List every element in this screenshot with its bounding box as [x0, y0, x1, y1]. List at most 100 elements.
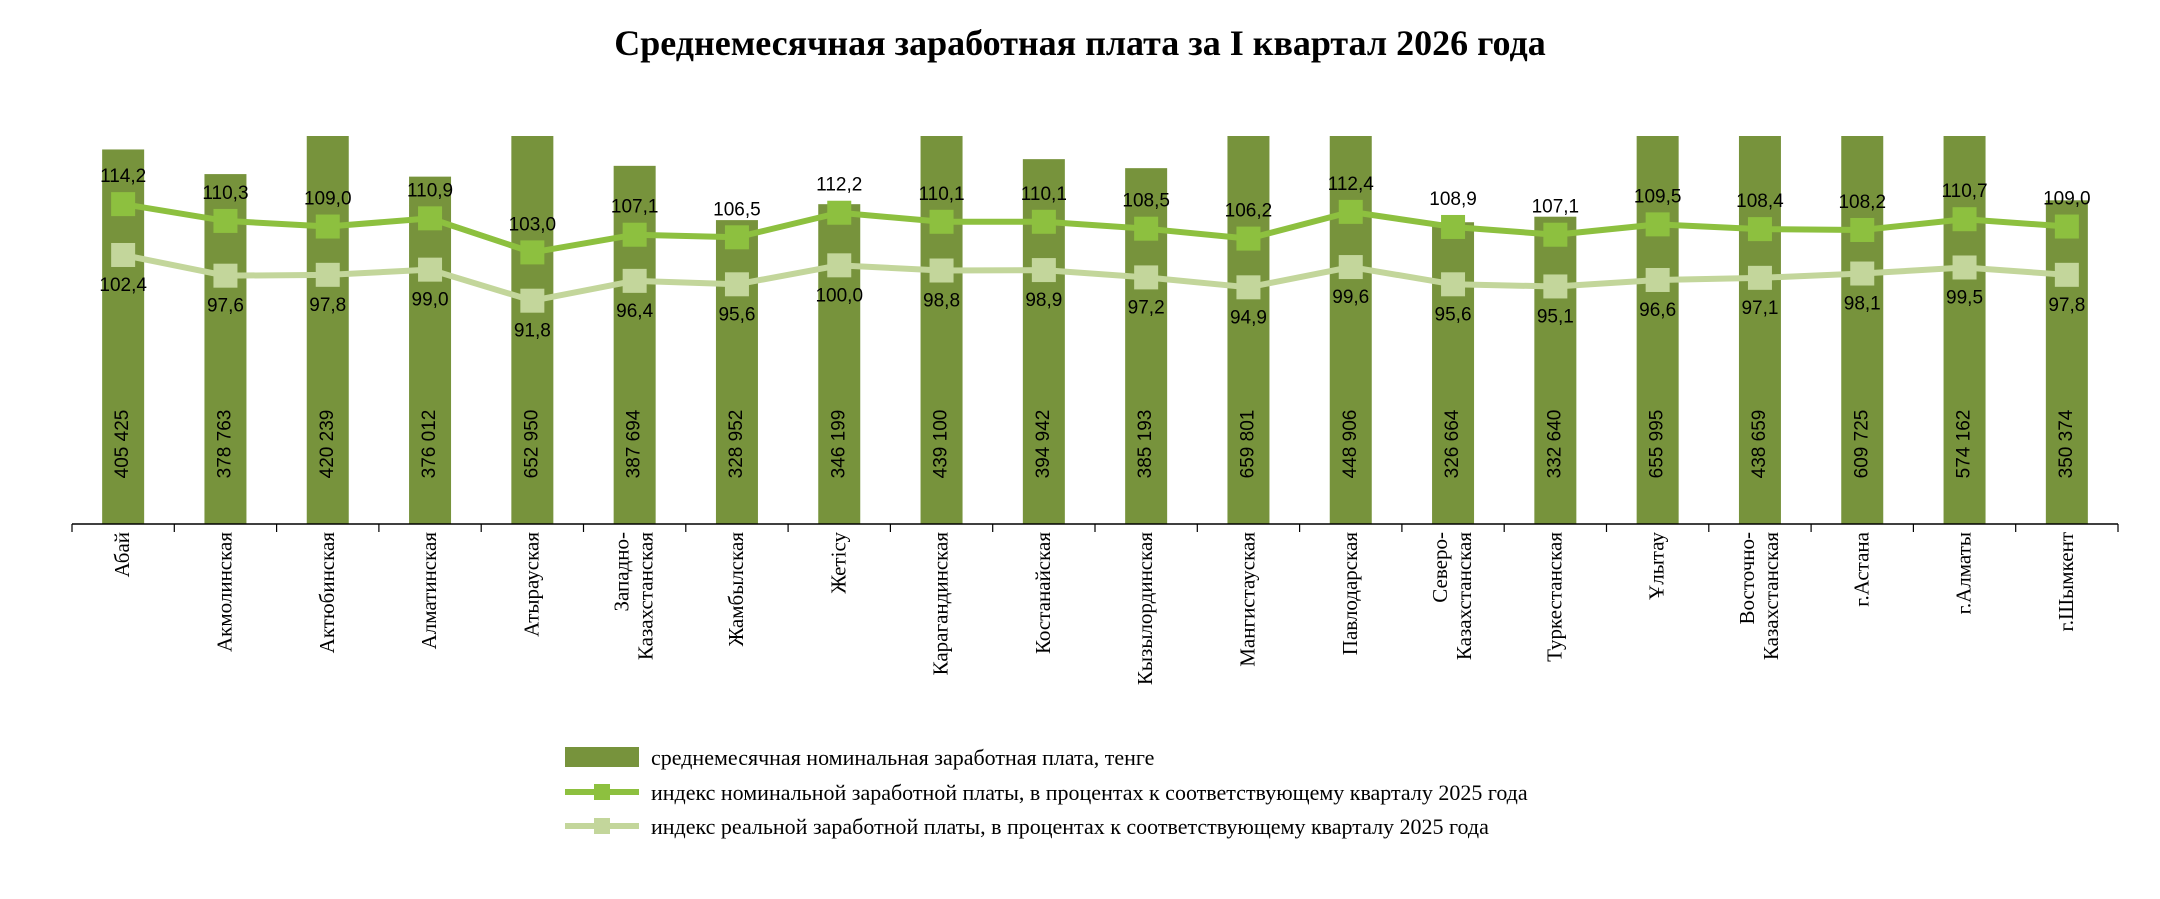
bar-value-label-16: 438 659 — [1749, 410, 1770, 479]
nominal-index-label-0: 114,2 — [100, 166, 146, 187]
real-index-label-14: 95,1 — [1537, 306, 1574, 327]
category-label-10: Кызылординская — [1133, 532, 1157, 685]
bar-value-label-10: 385 193 — [1135, 410, 1156, 479]
nominal-index-point-5 — [622, 222, 647, 247]
real-index-label-17: 98,1 — [1844, 294, 1881, 315]
category-label-2: Актюбинская — [315, 532, 339, 654]
real-index-point-17 — [1850, 261, 1875, 286]
real-index-point-7 — [827, 253, 852, 278]
nominal-index-label-16: 108,4 — [1736, 191, 1784, 212]
nominal-index-point-1 — [213, 208, 238, 233]
real-index-point-19 — [2054, 262, 2079, 287]
category-label-7: Жетісу — [826, 532, 850, 594]
legend: среднемесячная номинальная заработная пл… — [565, 745, 1528, 839]
nominal-index-label-4: 103,0 — [509, 214, 557, 235]
bar-value-label-2: 420 239 — [317, 410, 338, 479]
category-label-5: Западно-Казахстанская — [610, 532, 658, 660]
category-label-11: Мангистауская — [1235, 532, 1259, 667]
category-label-16: Восточно-Казахстанская — [1735, 532, 1783, 660]
real-index-label-6: 95,6 — [718, 304, 755, 325]
real-index-point-12 — [1338, 255, 1363, 280]
nominal-index-point-16 — [1747, 217, 1772, 242]
category-label-0: Абай — [110, 532, 134, 577]
bar-6 — [715, 220, 758, 524]
real-index-point-15 — [1645, 267, 1670, 292]
bar-18 — [1943, 136, 1986, 524]
bar-value-label-18: 574 162 — [1954, 410, 1975, 479]
nominal-index-point-7 — [827, 200, 852, 225]
legend-marker-real — [594, 818, 610, 834]
nominal-index-label-17: 108,2 — [1838, 192, 1886, 213]
nominal-index-point-13 — [1441, 214, 1466, 239]
nominal-index-label-13: 108,9 — [1429, 189, 1477, 210]
real-index-label-16: 97,1 — [1741, 298, 1778, 319]
real-index-point-1 — [213, 263, 238, 288]
nominal-index-point-3 — [418, 206, 443, 231]
category-label-4: Атырауская — [519, 532, 543, 637]
bar-value-label-3: 376 012 — [419, 410, 440, 479]
real-index-point-18 — [1952, 255, 1977, 280]
legend-label-real: индекс реальной заработной платы, в проц… — [651, 814, 1489, 839]
category-label-6: Жамбылская — [724, 532, 748, 647]
category-label-19: г.Шымкент — [2054, 532, 2078, 632]
real-index-label-5: 96,4 — [616, 301, 653, 322]
bar-11 — [1227, 136, 1270, 524]
lines-group: 102,4 97,6 97,8 99,0 91,8 96,4 95,6 100,0 98,8 98… — [99, 166, 2090, 342]
nominal-index-label-11: 106,2 — [1225, 201, 1273, 222]
nominal-index-point-8 — [929, 209, 954, 234]
nominal-index-label-12: 112,4 — [1328, 174, 1375, 195]
real-index-label-12: 99,6 — [1332, 287, 1369, 308]
real-index-label-13: 95,6 — [1435, 304, 1472, 325]
legend-label-nominal: индекс номинальной заработной платы, в п… — [651, 780, 1528, 805]
nominal-index-point-10 — [1134, 216, 1159, 241]
bar-16 — [1738, 136, 1781, 524]
real-index-point-14 — [1543, 274, 1568, 299]
category-label-15: Ұлытау — [1645, 532, 1669, 600]
x-axis: Абай Акмолинская Актюбинская Алматинская Аты… — [71, 523, 2119, 685]
category-label-18: г.Алматы — [1952, 532, 1976, 614]
real-index-label-18: 99,5 — [1946, 287, 1983, 308]
real-index-point-8 — [929, 258, 954, 283]
nominal-index-label-19: 109,0 — [2043, 189, 2091, 210]
nominal-index-label-8: 110,1 — [918, 184, 964, 205]
bar-value-label-4: 652 950 — [521, 410, 542, 479]
real-index-point-13 — [1441, 272, 1466, 297]
nominal-index-label-10: 108,5 — [1122, 191, 1170, 212]
real-index-label-11: 94,9 — [1230, 307, 1267, 328]
bar-value-label-0: 405 425 — [112, 410, 133, 479]
nominal-index-point-14 — [1543, 222, 1568, 247]
bar-value-label-13: 326 664 — [1442, 409, 1463, 478]
legend-marker-nominal — [594, 784, 610, 800]
bar-19 — [2045, 200, 2088, 524]
real-index-label-4: 91,8 — [514, 321, 551, 342]
real-index-point-11 — [1236, 275, 1261, 300]
nominal-index-label-1: 110,3 — [202, 183, 248, 204]
real-index-point-0 — [111, 242, 136, 267]
bar-value-label-8: 439 100 — [931, 410, 952, 479]
category-label-1: Акмолинская — [212, 532, 236, 652]
nominal-index-point-2 — [315, 214, 340, 239]
nominal-index-point-11 — [1236, 226, 1261, 251]
bar-value-label-19: 350 374 — [2056, 409, 2077, 478]
legend-swatch-bar — [565, 747, 639, 767]
nominal-index-label-18: 110,7 — [1941, 181, 1987, 202]
category-label-3: Алматинская — [417, 532, 441, 650]
bar-value-label-15: 655 995 — [1647, 410, 1668, 479]
real-index-point-16 — [1747, 265, 1772, 290]
nominal-index-line — [122, 201, 2068, 256]
nominal-index-point-15 — [1645, 212, 1670, 237]
bar-8 — [920, 136, 963, 524]
real-index-point-4 — [520, 288, 545, 313]
real-index-label-1: 97,6 — [207, 296, 244, 317]
bar-value-label-6: 328 952 — [726, 410, 747, 479]
real-index-point-3 — [418, 257, 443, 282]
nominal-index-label-6: 106,5 — [713, 199, 761, 220]
bar-value-label-5: 387 694 — [624, 409, 645, 478]
nominal-index-point-6 — [724, 225, 749, 250]
bar-15 — [1636, 136, 1679, 524]
category-label-17: г.Астана — [1849, 531, 1873, 606]
bar-4 — [511, 136, 554, 524]
bars-group: 405 425 378 763 420 239 376 012 652 950 387 6… — [102, 136, 2088, 525]
nominal-index-point-17 — [1850, 217, 1875, 242]
